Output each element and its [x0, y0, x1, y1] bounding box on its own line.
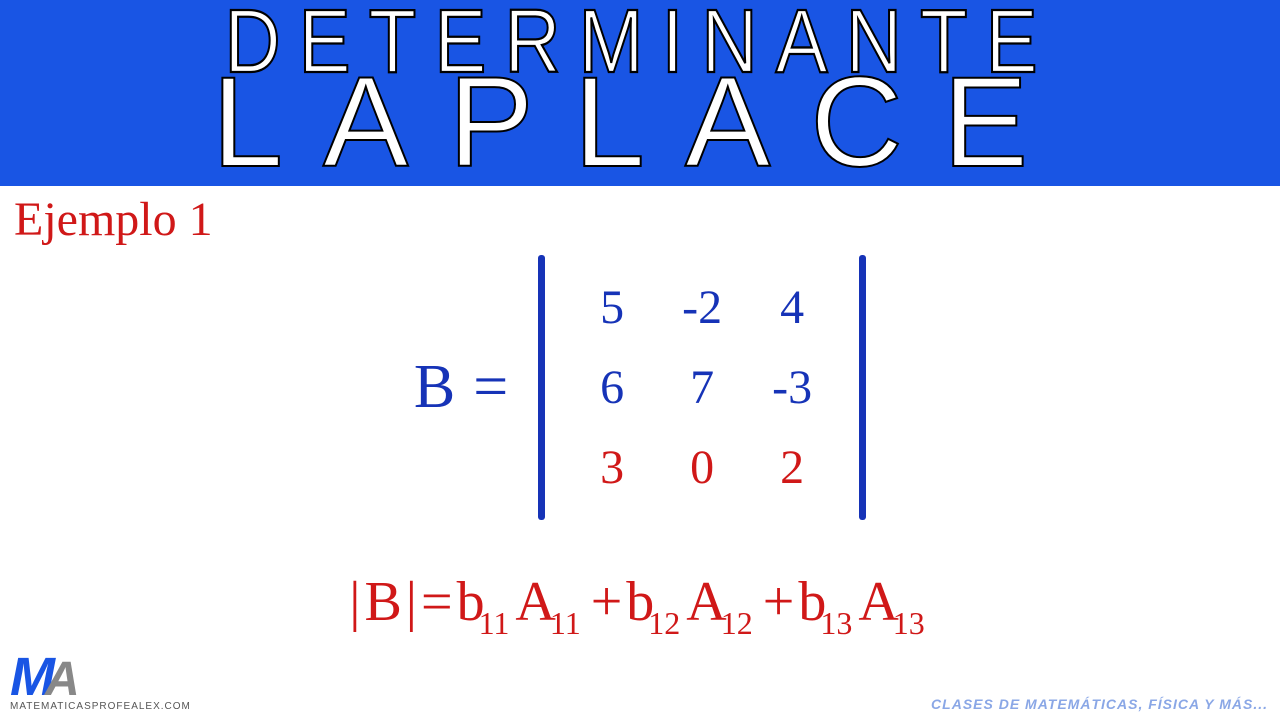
abs-close: |	[406, 570, 417, 634]
cell-2-3: -3	[772, 360, 812, 415]
equals-sign: =	[473, 352, 508, 423]
plus-1: +	[591, 570, 623, 634]
cell-3-2: 0	[690, 440, 714, 495]
matrix-name: B	[414, 352, 455, 423]
term-3: b 13 A 13	[798, 570, 930, 634]
b-2-sub: 12	[648, 605, 680, 642]
cell-3-1: 3	[600, 440, 624, 495]
term-1: b 11 A 11	[457, 570, 587, 634]
determinant-wrapper: 5 -2 4 6 7 -3 3 0 2	[538, 255, 866, 520]
laplace-formula: | B | = b 11 A 11 + b 12 A 12 + b 13 A 1…	[0, 570, 1280, 634]
matrix-equation: B = 5 -2 4 6 7 -3 3 0 2	[0, 255, 1280, 520]
left-bar-icon	[538, 255, 545, 520]
cell-2-1: 6	[600, 360, 624, 415]
cell-1-1: 5	[600, 280, 624, 335]
cell-2-2: 7	[690, 360, 714, 415]
A-1-sub: 11	[550, 605, 581, 642]
footer-tagline: clases de matemáticas, física y más...	[931, 696, 1268, 712]
example-label: Ejemplo 1	[14, 192, 213, 247]
A-2-sub: 12	[721, 605, 753, 642]
term-2: b 12 A 12	[626, 570, 758, 634]
b-1-sub: 11	[479, 605, 510, 642]
cell-1-2: -2	[682, 280, 722, 335]
logo-letters: M A	[10, 656, 80, 699]
formula-equals: =	[421, 570, 453, 634]
cell-3-3: 2	[780, 440, 804, 495]
b-3-sub: 13	[820, 605, 852, 642]
title-header: DETERMINANTE LAPLACE	[0, 0, 1280, 186]
abs-open: |	[349, 570, 360, 634]
cell-1-3: 4	[780, 280, 804, 335]
logo-url: matematicasprofealex.com	[10, 701, 191, 712]
logo-a: A	[45, 661, 80, 699]
right-bar-icon	[859, 255, 866, 520]
channel-logo: M A matematicasprofealex.com	[10, 656, 191, 712]
plus-2: +	[763, 570, 795, 634]
A-3-sub: 13	[893, 605, 925, 642]
matrix-grid: 5 -2 4 6 7 -3 3 0 2	[545, 258, 859, 518]
lhs-variable: B	[364, 570, 401, 634]
header-line-2: LAPLACE	[212, 69, 1068, 178]
